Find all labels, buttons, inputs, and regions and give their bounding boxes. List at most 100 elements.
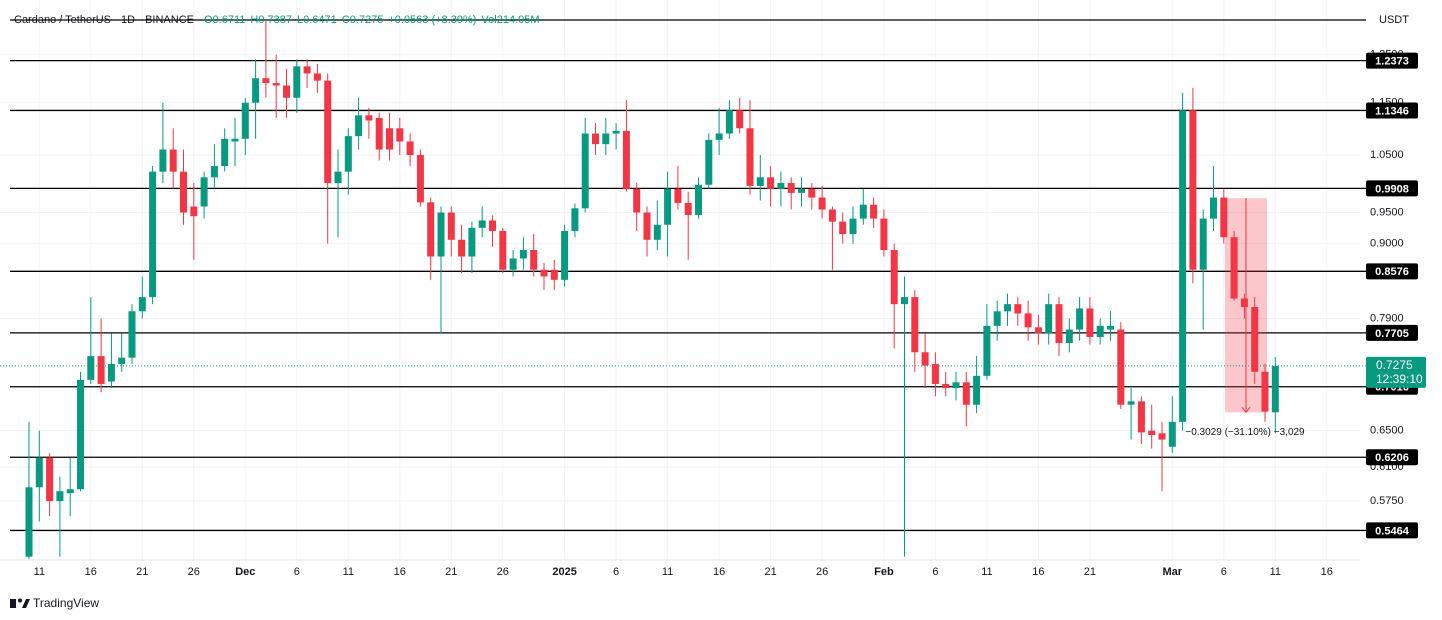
candle-body xyxy=(1240,298,1248,307)
candle-body xyxy=(1034,327,1042,334)
x-tick-label: 11 xyxy=(981,566,992,578)
header-item: +0.0563 (+8.39%) xyxy=(388,14,476,26)
candle-body xyxy=(1086,308,1094,338)
candle-body xyxy=(756,177,764,186)
candle-body xyxy=(602,133,610,145)
candle-body xyxy=(952,382,960,389)
candle-body xyxy=(468,227,476,257)
x-tick-label: 21 xyxy=(445,566,457,578)
candle-body xyxy=(550,269,558,280)
candle-body xyxy=(993,311,1001,326)
candle-body xyxy=(921,352,929,366)
candle-body xyxy=(1210,197,1217,219)
candle-body xyxy=(901,297,908,305)
candle-body xyxy=(437,212,445,257)
candle-body xyxy=(87,356,95,380)
candle-body xyxy=(870,204,878,219)
y-tick-label: 0.5750 xyxy=(1370,495,1404,507)
candle-body xyxy=(705,139,713,185)
level-label: 0.7705 xyxy=(1375,328,1409,340)
x-tick-label: 26 xyxy=(188,566,200,578)
candle-body xyxy=(653,224,661,240)
header-text: Cardano / TetherUS 1D BINANCE O0.6711 H0.738… xyxy=(14,14,540,26)
candle-body xyxy=(56,491,64,502)
x-tick-label: 6 xyxy=(1221,566,1227,578)
candle-body xyxy=(180,171,187,213)
level-label: 0.5464 xyxy=(1375,525,1410,537)
candle-body xyxy=(519,250,527,259)
x-tick-label: 26 xyxy=(816,566,828,578)
candle-body xyxy=(190,206,198,217)
candle-body xyxy=(66,489,74,494)
x-tick-label: 6 xyxy=(932,566,938,578)
header-item: 1D xyxy=(121,14,135,26)
candle-body xyxy=(715,133,723,140)
y-tick-label: 0.6500 xyxy=(1370,425,1404,437)
candle-body xyxy=(983,325,991,376)
x-tick-label: Dec xyxy=(235,566,255,578)
x-tick-label: 16 xyxy=(1032,566,1044,578)
x-tick-label: 21 xyxy=(136,566,148,578)
candle-body xyxy=(355,115,363,137)
candle-body xyxy=(1220,197,1228,238)
candle-body xyxy=(221,138,229,167)
logo-mark xyxy=(22,599,30,608)
x-tick-label: 11 xyxy=(343,566,354,578)
candle-body xyxy=(777,183,785,189)
candle-body xyxy=(633,188,641,213)
candle-body xyxy=(767,177,775,189)
current-price-label: 0.7275 xyxy=(1376,358,1413,372)
candle-body xyxy=(107,363,115,382)
candle-body xyxy=(859,204,867,219)
x-tick-label: 16 xyxy=(1321,566,1333,578)
level-label: 0.8576 xyxy=(1375,266,1409,278)
candle-body xyxy=(839,221,847,235)
x-tick-label: 6 xyxy=(613,566,619,578)
candle-body xyxy=(1055,304,1063,344)
y-tick-label: 1.0500 xyxy=(1370,149,1404,161)
candle-body xyxy=(138,297,146,312)
logo-mark xyxy=(18,598,22,603)
countdown: 12:39:10 xyxy=(1376,372,1423,386)
candle-body xyxy=(808,188,816,198)
level-label-box xyxy=(1366,52,1418,69)
candle-body xyxy=(1148,430,1156,436)
y-tick-label: 0.9000 xyxy=(1370,238,1404,250)
header-item: C0.7275 xyxy=(342,14,384,26)
candle-body xyxy=(159,149,167,172)
candle-body xyxy=(1189,110,1197,270)
candle-body xyxy=(643,212,651,240)
candle-body xyxy=(787,183,795,193)
candle-body xyxy=(128,311,136,358)
candle-body xyxy=(962,382,970,405)
candle-body xyxy=(35,457,43,488)
candle-body xyxy=(1065,329,1073,344)
x-tick-label: Feb xyxy=(874,566,894,578)
candle-body xyxy=(1137,401,1145,433)
candle-body xyxy=(386,128,393,150)
header-item: Cardano / TetherUS xyxy=(14,14,111,26)
level-label: 0.6206 xyxy=(1375,452,1409,464)
candle-body xyxy=(674,188,682,203)
candle-body xyxy=(447,212,455,240)
candle-body xyxy=(530,250,538,270)
candle-body xyxy=(581,133,589,209)
header-item: L0.6471 xyxy=(297,14,337,26)
level-label-box xyxy=(1366,449,1418,466)
x-tick-label: 11 xyxy=(662,566,673,578)
measure-label: −0.3029 (−31.10%) −3,029 xyxy=(1185,427,1305,438)
candle-body xyxy=(77,379,84,490)
candle-body xyxy=(1014,304,1022,314)
candle-body xyxy=(1230,237,1238,299)
y-tick-label: 0.9500 xyxy=(1370,206,1404,218)
candle-body xyxy=(396,128,404,142)
candle-body xyxy=(427,202,435,257)
candle-body xyxy=(324,80,332,184)
candle-body xyxy=(1045,304,1053,334)
candle-body xyxy=(1096,325,1104,338)
candle-body xyxy=(1117,329,1125,405)
candle-body xyxy=(97,356,105,384)
x-tick-label: 26 xyxy=(497,566,509,578)
candle-body xyxy=(149,171,157,298)
candle-body xyxy=(1004,304,1011,312)
